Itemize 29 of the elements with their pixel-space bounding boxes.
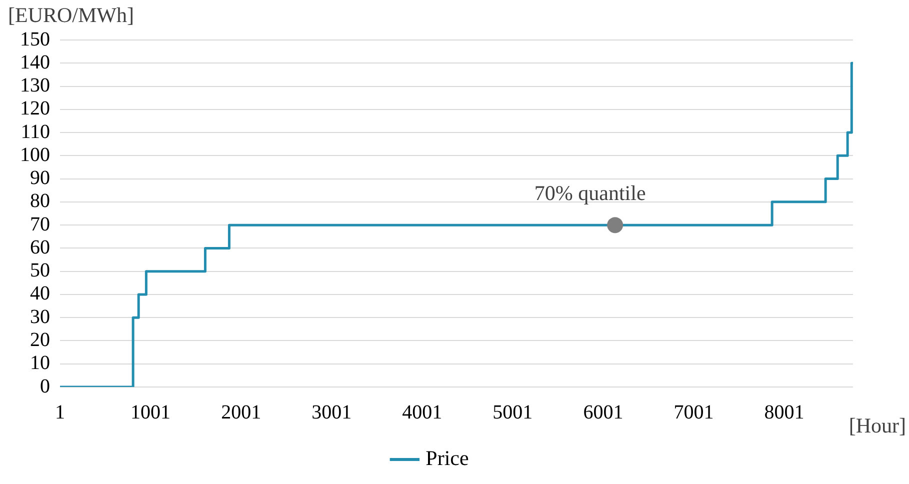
y-tick-label: 100 bbox=[20, 144, 50, 166]
y-tick-label: 140 bbox=[20, 51, 50, 74]
x-tick-label: 5001 bbox=[492, 401, 533, 424]
x-axis-title: [Hour] bbox=[848, 414, 906, 438]
annotation: 70% quantile bbox=[534, 181, 646, 206]
x-tick-label: 3001 bbox=[312, 401, 352, 424]
y-tick-label: 40 bbox=[30, 282, 50, 305]
y-tick-label: 50 bbox=[30, 260, 50, 282]
y-tick-label: 70 bbox=[30, 213, 50, 236]
x-tick-label: 2001 bbox=[221, 401, 262, 424]
x-tick-label: 4001 bbox=[402, 401, 442, 424]
y-tick-label: 120 bbox=[20, 98, 50, 120]
y-tick-label: 80 bbox=[30, 190, 50, 212]
legend-label: Price bbox=[426, 446, 469, 470]
y-tick-label: 10 bbox=[30, 352, 50, 374]
x-tick-label: 1 bbox=[55, 401, 65, 424]
y-axis-title: [EURO/MWh] bbox=[8, 3, 134, 28]
x-tick-label: 7001 bbox=[674, 401, 714, 424]
y-tick-label: 90 bbox=[30, 167, 50, 190]
x-tick-label: 8001 bbox=[764, 401, 804, 424]
y-tick-label: 0 bbox=[40, 375, 50, 398]
y-tick-label: 60 bbox=[30, 236, 50, 258]
y-tick-label: 110 bbox=[20, 120, 50, 143]
y-tick-label: 20 bbox=[30, 328, 50, 351]
x-tick-label: 1001 bbox=[130, 401, 171, 424]
y-tick-label: 130 bbox=[20, 74, 50, 97]
y-tick-label: 150 bbox=[20, 28, 50, 50]
x-tick-label: 6001 bbox=[583, 401, 624, 424]
y-tick-label: 30 bbox=[30, 306, 50, 328]
